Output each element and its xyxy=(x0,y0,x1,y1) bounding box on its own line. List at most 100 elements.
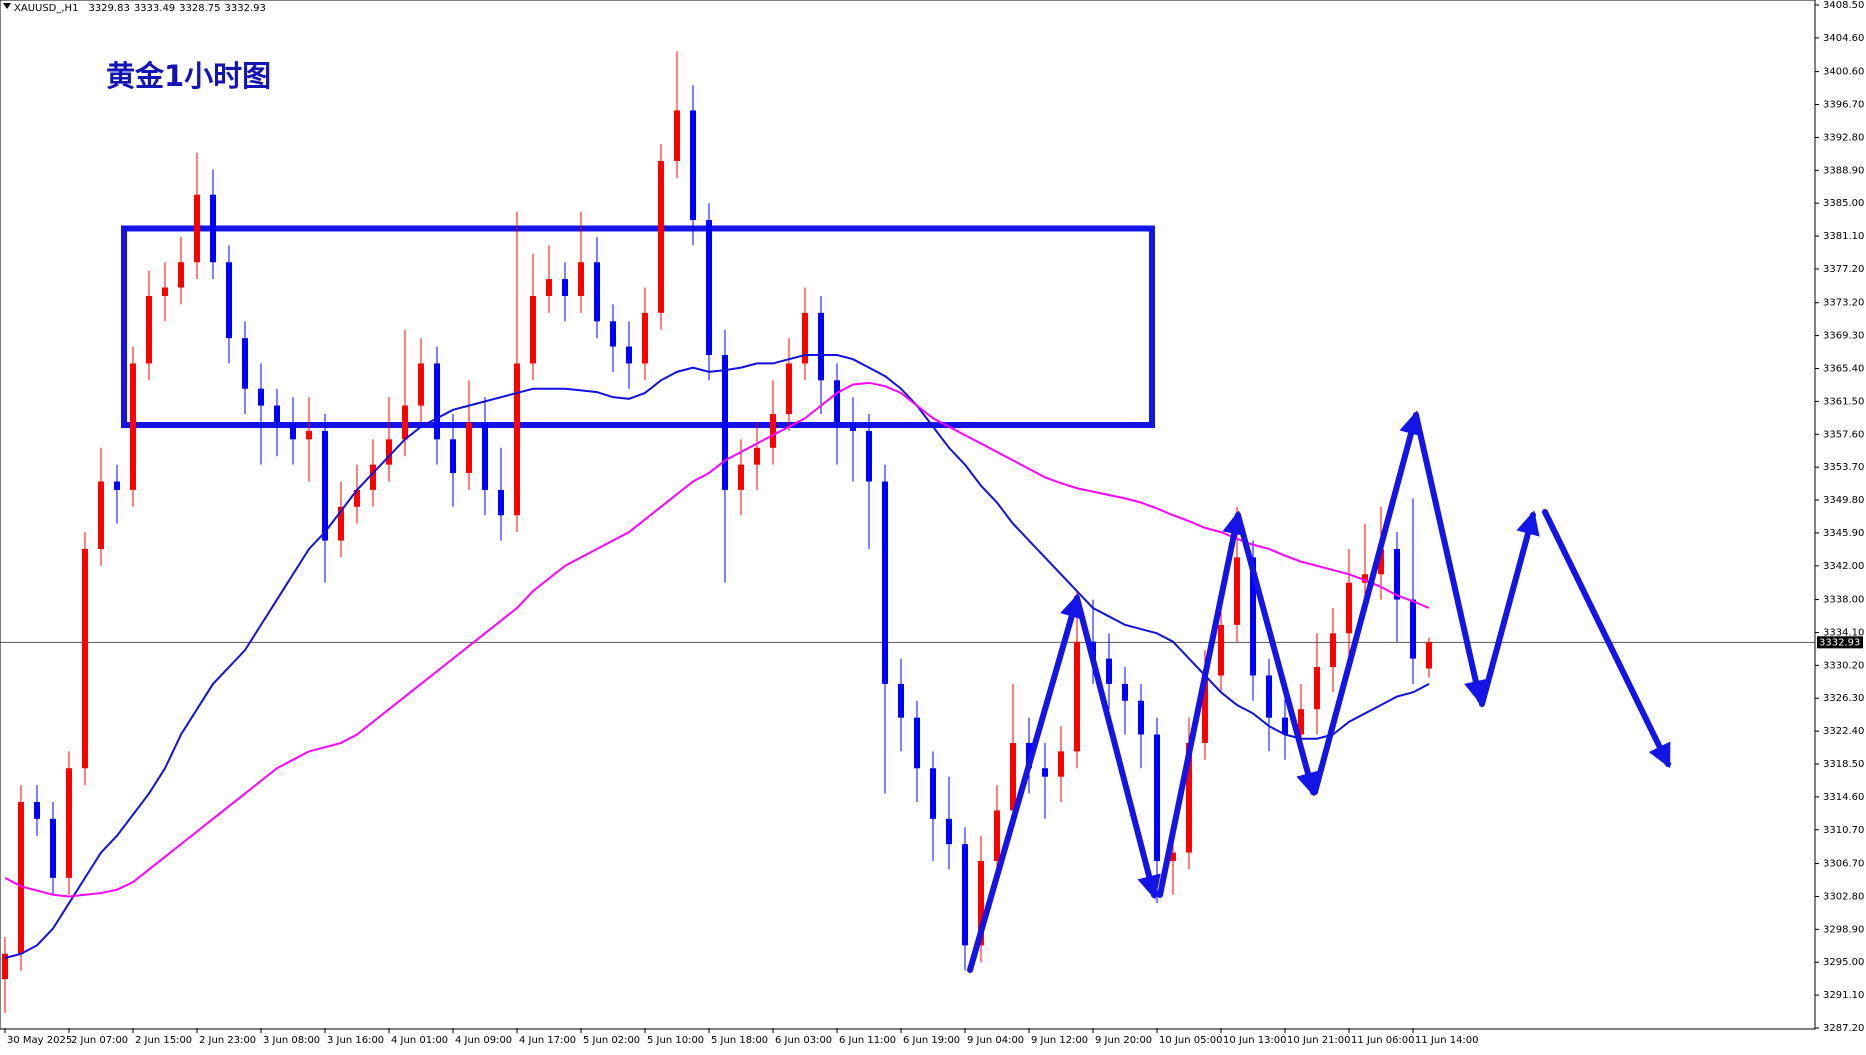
x-tick-label: 3 Jun 08:00 xyxy=(263,1035,320,1046)
x-tick-label: 4 Jun 01:00 xyxy=(391,1035,448,1046)
arrow xyxy=(1479,510,1540,707)
candle-body xyxy=(1170,852,1176,862)
y-tick-label: 3369.30 xyxy=(1823,331,1864,342)
y-tick-label: 3353.70 xyxy=(1823,462,1864,473)
x-tick-label: 5 Jun 02:00 xyxy=(583,1035,640,1046)
arrow xyxy=(967,593,1084,973)
y-tick-label: 3295.00 xyxy=(1823,957,1864,968)
y-tick-label: 3345.90 xyxy=(1823,528,1864,539)
candle-body xyxy=(386,439,392,465)
candle-body xyxy=(818,312,824,381)
candle-body xyxy=(1410,599,1416,659)
arrow xyxy=(1157,510,1246,898)
x-tick-label: 6 Jun 03:00 xyxy=(775,1035,832,1046)
candle-body xyxy=(1122,683,1128,701)
y-tick-label: 3396.70 xyxy=(1823,100,1864,111)
y-tick-label: 3385.00 xyxy=(1823,198,1864,209)
candle-body xyxy=(1010,742,1016,811)
candle-body xyxy=(418,363,424,406)
candle-body xyxy=(2,953,8,980)
candle-body xyxy=(1362,574,1368,583)
candle-body xyxy=(994,810,1000,862)
candle-body xyxy=(1106,658,1112,684)
candle-body xyxy=(50,818,56,878)
candle-body xyxy=(18,801,24,954)
y-tick-label: 3392.80 xyxy=(1823,132,1864,143)
candle-body xyxy=(1266,675,1272,718)
arrow xyxy=(1542,509,1671,769)
candle-body xyxy=(306,430,312,440)
y-tick-label: 3314.60 xyxy=(1823,792,1864,803)
y-tick-label: 3287.20 xyxy=(1823,1023,1864,1034)
moving-average xyxy=(4,353,1430,959)
candle-body xyxy=(178,262,184,288)
candle-body xyxy=(1042,768,1048,777)
candle-body xyxy=(1346,582,1352,634)
arrow xyxy=(1413,412,1488,705)
plot-area xyxy=(0,51,1815,1013)
candle-body xyxy=(770,414,776,448)
candle-body xyxy=(34,801,40,819)
x-tick-label: 4 Jun 17:00 xyxy=(519,1035,576,1046)
header-close: 3332.93 xyxy=(225,3,266,14)
candle-body xyxy=(1250,557,1256,676)
y-tick-label: 3318.50 xyxy=(1823,759,1864,770)
candle-body xyxy=(274,405,280,423)
y-tick-label: 3306.70 xyxy=(1823,859,1864,870)
x-tick-label: 5 Jun 10:00 xyxy=(647,1035,704,1046)
x-tick-label: 4 Jun 09:00 xyxy=(455,1035,512,1046)
y-tick-label: 3291.10 xyxy=(1823,990,1864,1001)
candle-body xyxy=(1218,624,1224,676)
y-tick-label: 3404.60 xyxy=(1823,33,1864,44)
y-tick-label: 3310.70 xyxy=(1823,825,1864,836)
header-icon xyxy=(3,3,11,9)
x-tick-label: 5 Jun 18:00 xyxy=(711,1035,768,1046)
candle-body xyxy=(578,262,584,296)
candle-body xyxy=(1426,642,1432,669)
candle-body xyxy=(1282,717,1288,735)
moving-average xyxy=(4,381,1430,898)
candle-body xyxy=(594,262,600,322)
candle-body xyxy=(802,312,808,364)
last-price-label: 3332.93 xyxy=(1819,637,1860,648)
candle-body xyxy=(882,481,888,684)
arrow xyxy=(1312,410,1423,795)
candle-body xyxy=(530,295,536,364)
x-tick-label: 9 Jun 20:00 xyxy=(1095,1035,1152,1046)
candle-body xyxy=(1154,734,1160,862)
candle-body xyxy=(162,287,168,296)
candle-body xyxy=(850,422,856,431)
x-tick-label: 30 May 2025 xyxy=(7,1035,72,1046)
y-tick-label: 3322.40 xyxy=(1823,726,1864,737)
x-tick-label: 2 Jun 07:00 xyxy=(71,1035,128,1046)
x-tick-label: 9 Jun 12:00 xyxy=(1031,1035,1088,1046)
header-low: 3328.75 xyxy=(179,3,220,14)
candle-body xyxy=(370,464,376,490)
candle-body xyxy=(1298,709,1304,735)
zigzag-arrows xyxy=(967,410,1671,973)
y-tick-label: 3408.50 xyxy=(1823,0,1864,11)
x-tick-label: 3 Jun 16:00 xyxy=(327,1035,384,1046)
candle-body xyxy=(226,262,232,339)
candle-body xyxy=(434,363,440,440)
candle-body xyxy=(930,768,936,819)
candle-body xyxy=(706,220,712,355)
candle-body xyxy=(338,506,344,541)
candle-body xyxy=(450,439,456,474)
y-tick-label: 3302.80 xyxy=(1823,891,1864,902)
candle-body xyxy=(978,861,984,946)
candle-body xyxy=(658,161,664,313)
candle-body xyxy=(1186,742,1192,853)
arrow xyxy=(1074,595,1161,900)
y-tick-label: 3388.90 xyxy=(1823,165,1864,176)
candle-body xyxy=(610,321,616,347)
candle-body xyxy=(738,464,744,490)
x-tick-label: 10 Jun 13:00 xyxy=(1223,1035,1287,1046)
y-tick-label: 3357.60 xyxy=(1823,429,1864,440)
candle-body xyxy=(402,405,408,440)
y-tick-label: 3400.60 xyxy=(1823,67,1864,78)
candle-body xyxy=(290,422,296,440)
candle-body xyxy=(498,489,504,516)
candle-body xyxy=(82,548,88,769)
